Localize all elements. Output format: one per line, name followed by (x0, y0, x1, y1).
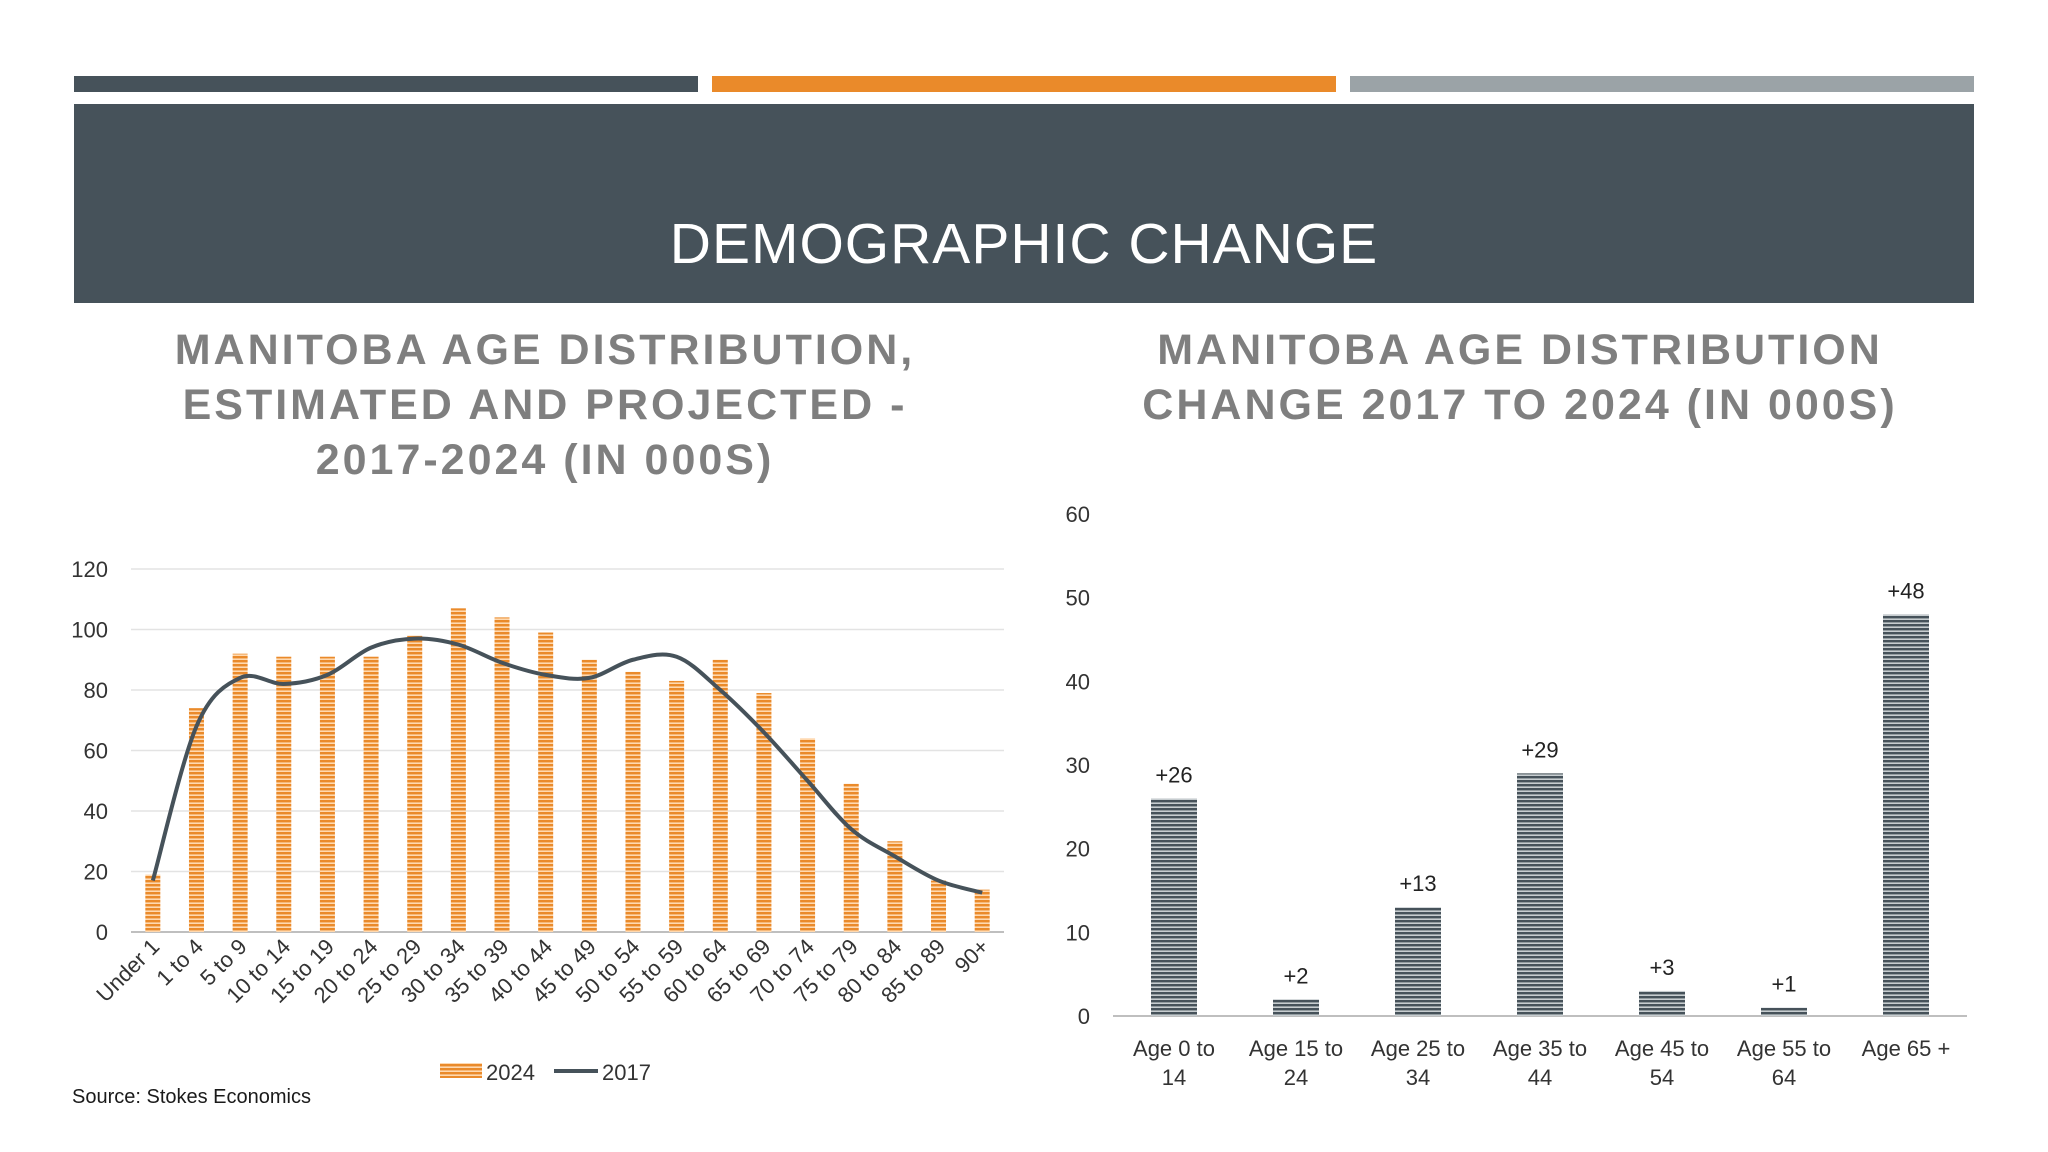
x-tick-label: Age 55 to 64 (1737, 1036, 1831, 1090)
x-tick-label: Age 35 to 44 (1493, 1036, 1587, 1090)
bar-2024 (276, 656, 292, 932)
bar-2024 (450, 608, 466, 932)
source-note: Source: Stokes Economics (72, 1086, 311, 1108)
y-tick-label: 120 (71, 557, 108, 582)
x-tick-label: Age 25 to 34 (1371, 1036, 1465, 1090)
bar-2024 (232, 653, 248, 932)
y-tick-label: 40 (84, 799, 108, 824)
right-chart-title: MANITOBA AGE DISTRIBUTION CHANGE 2017 TO… (1142, 326, 1898, 429)
bar-2024 (494, 617, 510, 932)
bar-2024 (756, 693, 772, 932)
data-label: +29 (1521, 737, 1558, 762)
bar-2024 (887, 841, 903, 932)
bar-2024 (581, 659, 597, 932)
y-tick-label: 10 (1066, 920, 1090, 945)
page-title: DEMOGRAPHIC CHANGE (669, 212, 1379, 276)
x-tick-label: Age 45 to 54 (1615, 1036, 1709, 1090)
y-tick-label: 60 (84, 739, 108, 764)
y-tick-label: 100 (71, 618, 108, 643)
data-label: +13 (1399, 871, 1436, 896)
bar-2024 (538, 632, 554, 932)
accent-bar-dark (74, 76, 698, 92)
change-bar (1517, 773, 1563, 1016)
legend-label-2024: 2024 (486, 1060, 535, 1085)
bar-2024 (407, 635, 423, 932)
bar-2024 (712, 659, 728, 932)
bar-2024 (145, 874, 161, 932)
legend-swatch-2024 (440, 1063, 482, 1078)
y-tick-label: 30 (1066, 753, 1090, 778)
change-bar (1761, 1007, 1807, 1016)
bar-2024 (363, 656, 379, 932)
data-label: +26 (1155, 762, 1192, 787)
header-banner (74, 104, 1974, 303)
line-2017 (150, 636, 983, 895)
y-tick-label: 50 (1066, 586, 1090, 611)
left-chart-title: MANITOBA AGE DISTRIBUTION, ESTIMATED AND… (174, 326, 916, 484)
y-tick-label: 40 (1066, 669, 1090, 694)
bar-2024 (843, 783, 859, 932)
bar-2024 (669, 680, 685, 932)
y-tick-label: 80 (84, 678, 108, 703)
change-bar (1883, 614, 1929, 1016)
y-tick-label: 20 (1066, 837, 1090, 862)
change-bar (1151, 798, 1197, 1016)
change-bar (1395, 907, 1441, 1016)
data-label: +1 (1771, 972, 1796, 997)
change-bar (1639, 990, 1685, 1016)
x-tick-label: Age 15 to 24 (1249, 1036, 1343, 1090)
bar-2024 (188, 708, 204, 932)
accent-bar-gray (1350, 76, 1974, 92)
data-label: +2 (1283, 963, 1308, 988)
bar-2024 (625, 671, 641, 932)
y-tick-label: 20 (84, 860, 108, 885)
x-tick-label: Age 0 to 14 (1133, 1036, 1215, 1090)
y-tick-label: 0 (1078, 1004, 1090, 1029)
y-tick-label: 0 (96, 920, 108, 945)
data-label: +48 (1887, 578, 1924, 603)
data-label: +3 (1649, 955, 1674, 980)
y-tick-label: 60 (1066, 502, 1090, 527)
accent-bar-orange (712, 76, 1336, 92)
bar-2024 (319, 656, 335, 932)
change-bar (1273, 999, 1319, 1016)
bar-2024 (931, 880, 947, 932)
bar-2024 (974, 889, 990, 932)
legend-label-2017: 2017 (602, 1060, 651, 1085)
x-tick-label: Age 65 + (1862, 1036, 1951, 1061)
